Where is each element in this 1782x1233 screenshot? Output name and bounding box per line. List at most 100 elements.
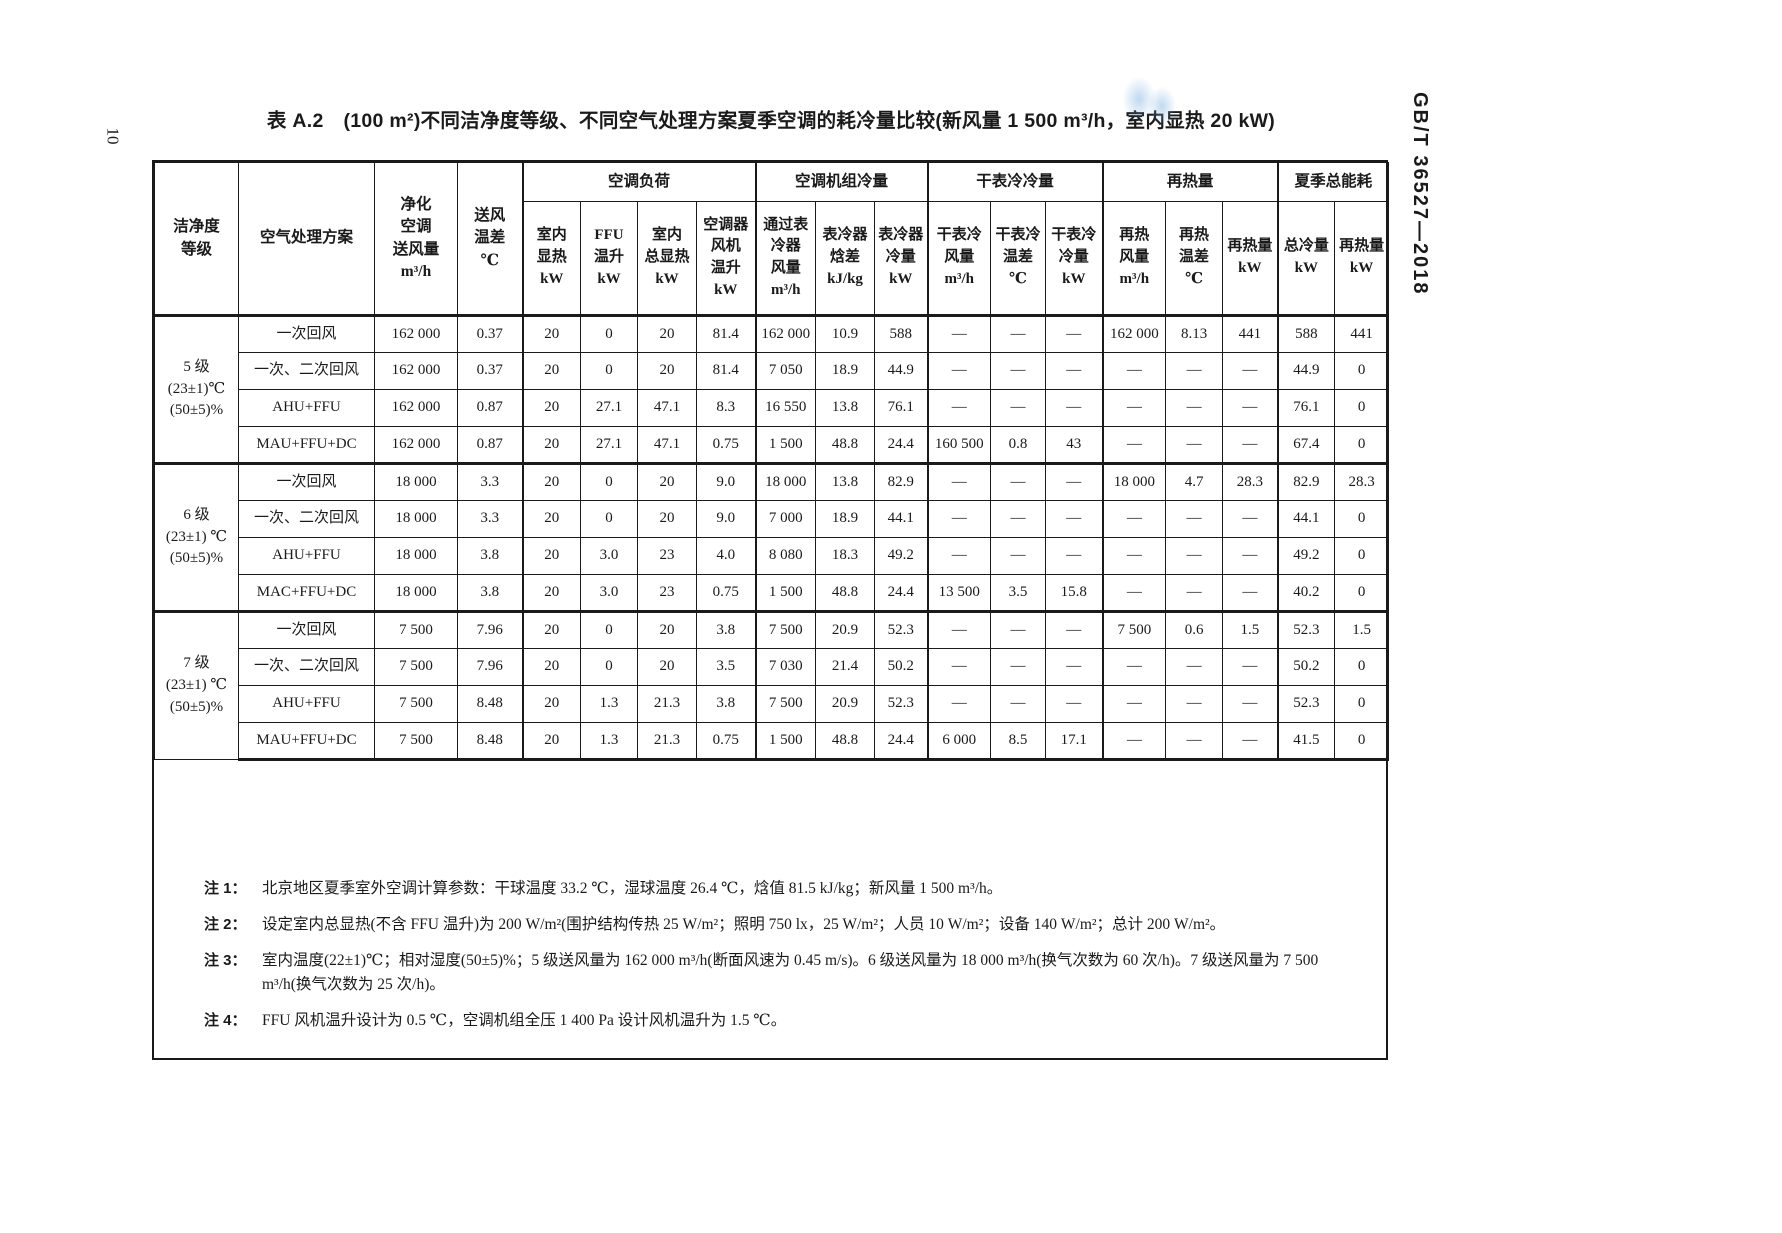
- value-cell: 41.5: [1276, 722, 1336, 761]
- value-cell: 0.75: [695, 722, 757, 761]
- value-cell: —: [990, 648, 1047, 686]
- value-cell: —: [1101, 648, 1167, 686]
- value-cell: —: [1165, 685, 1224, 723]
- value-cell: 0.6: [1165, 610, 1224, 649]
- table-row: 一次、二次回风 7 500 7.96 20 0 20 3.5 7 030 21.4 50.2— — —…: [155, 648, 1390, 686]
- value-cell: 18 000: [374, 500, 458, 538]
- value-cell: 4.0: [695, 537, 757, 575]
- scheme-cell: MAU+FFU+DC: [238, 722, 375, 761]
- scheme-cell: AHU+FFU: [238, 389, 375, 427]
- cleanliness-group-label: 7 级 (23±1) ℃ (50±5)%: [154, 610, 239, 760]
- value-cell: 50.2: [1276, 648, 1336, 686]
- value-cell: 7 500: [374, 610, 458, 649]
- value-cell: 7 500: [374, 685, 458, 723]
- value-cell: 7 500: [374, 722, 458, 761]
- sub-header-11: 再热 温差 ℃: [1165, 201, 1224, 316]
- value-cell: 1.5: [1222, 610, 1279, 649]
- table-row: 一次、二次回风 18 000 3.3 20 0 20 9.0 7 000 18.9 44.1— — —…: [155, 500, 1390, 538]
- table-title: 表 A.2 (100 m²)不同洁净度等级、不同空气处理方案夏季空调的耗冷量比较…: [266, 110, 1276, 132]
- scheme-cell: MAC+FFU+DC: [238, 574, 375, 612]
- value-cell: 8.48: [457, 722, 523, 761]
- value-cell: —: [1101, 685, 1167, 723]
- value-cell: 0: [580, 352, 638, 390]
- value-cell: 20: [637, 462, 697, 501]
- note-text: 设定室内总显热(不含 FFU 温升)为 200 W/m²(围护结构传热 25 W…: [262, 916, 1226, 934]
- value-cell: 0.87: [457, 389, 523, 427]
- value-cell: —: [1222, 389, 1279, 427]
- value-cell: 23: [637, 574, 697, 612]
- scan-artifact: [1148, 86, 1176, 126]
- note-label: 注 2：: [204, 916, 247, 934]
- value-cell: —: [926, 352, 992, 390]
- sub-header-3: 空调器 风机 温升 kW: [695, 201, 757, 316]
- value-cell: —: [1222, 352, 1279, 390]
- value-cell: —: [1165, 574, 1224, 612]
- note-item: 注 2： 设定室内总显热(不含 FFU 温升)为 200 W/m²(围护结构传热…: [204, 913, 1371, 937]
- value-cell: 0.75: [695, 574, 757, 612]
- table-row: MAU+FFU+DC 7 500 8.48 20 1.3 21.3 0.75 1 500 48.…: [155, 722, 1390, 761]
- value-cell: 162 000: [754, 314, 817, 353]
- value-cell: 44.9: [1276, 352, 1336, 390]
- value-cell: —: [1165, 426, 1224, 464]
- scheme-cell: 一次回风: [238, 462, 375, 501]
- value-cell: —: [990, 314, 1047, 353]
- sub-header-7: 干表冷 风量 m³/h: [926, 201, 992, 316]
- value-cell: 3.5: [695, 648, 757, 686]
- value-cell: 1 500: [754, 574, 817, 612]
- value-cell: 3.0: [580, 574, 638, 612]
- value-cell: 20: [637, 314, 697, 353]
- value-cell: 1.3: [580, 685, 638, 723]
- sub-header-13: 总冷量 kW: [1276, 201, 1336, 316]
- value-cell: —: [926, 685, 992, 723]
- note-label: 注 1：: [204, 880, 247, 897]
- value-cell: 441: [1222, 314, 1279, 353]
- value-cell: 0: [1334, 352, 1390, 390]
- group-header-0: 空调负荷: [521, 162, 757, 202]
- table-row: 5 级 (23±1)℃ (50±5)% 一次回风 162 000 0.37 20 0 20 8…: [154, 314, 1390, 464]
- value-cell: 0.37: [457, 314, 523, 353]
- value-cell: —: [1101, 722, 1167, 761]
- value-cell: 20: [521, 685, 581, 723]
- value-cell: —: [1045, 648, 1104, 686]
- note-item: 注 1： 北京地区夏季室外空调计算参数：干球温度 33.2 ℃，湿球温度 26.…: [204, 877, 1371, 901]
- value-cell: 13.8: [815, 462, 876, 501]
- value-cell: 20: [521, 648, 581, 686]
- value-cell: 67.4: [1276, 426, 1336, 464]
- value-cell: 8.48: [457, 685, 523, 723]
- value-cell: 18.3: [815, 537, 876, 575]
- value-cell: 76.1: [1276, 389, 1336, 427]
- value-cell: 13 500: [926, 574, 992, 612]
- value-cell: —: [1165, 537, 1224, 575]
- value-cell: 7.96: [457, 610, 523, 649]
- standard-code: GB/T 36527—2018: [1409, 92, 1431, 296]
- value-cell: 1 500: [754, 426, 817, 464]
- value-cell: 18 000: [374, 574, 458, 612]
- sub-header-1: FFU 温升 kW: [580, 201, 638, 316]
- value-cell: 21.3: [637, 722, 697, 761]
- note-label: 注 4：: [204, 1012, 247, 1030]
- value-cell: —: [990, 500, 1047, 538]
- value-cell: 0: [1334, 500, 1390, 538]
- sub-header-14: 再热量 kW: [1334, 201, 1390, 316]
- value-cell: 43: [1045, 426, 1104, 464]
- value-cell: 588: [874, 314, 929, 353]
- value-cell: 20: [637, 648, 697, 686]
- col-header-0: 洁净度 等级: [154, 162, 239, 316]
- value-cell: 7 000: [754, 500, 817, 538]
- group-header-2: 干表冷冷量: [926, 162, 1104, 202]
- value-cell: 20.9: [815, 610, 876, 649]
- value-cell: —: [1101, 537, 1167, 575]
- sub-header-9: 干表冷 冷量 kW: [1045, 201, 1104, 316]
- value-cell: —: [1045, 537, 1104, 575]
- value-cell: 4.7: [1165, 462, 1224, 501]
- value-cell: —: [990, 352, 1047, 390]
- group-header-3: 再热量: [1101, 162, 1279, 202]
- sub-header-4: 通过表 冷器 风量 m³/h: [754, 201, 817, 316]
- value-cell: 52.3: [1276, 610, 1336, 649]
- value-cell: 0: [1334, 722, 1390, 761]
- sub-header-5: 表冷器 焓差 kJ/kg: [815, 201, 876, 316]
- value-cell: 18.9: [815, 352, 876, 390]
- value-cell: —: [1045, 610, 1104, 649]
- value-cell: 48.8: [815, 722, 876, 761]
- value-cell: 0.37: [457, 352, 523, 390]
